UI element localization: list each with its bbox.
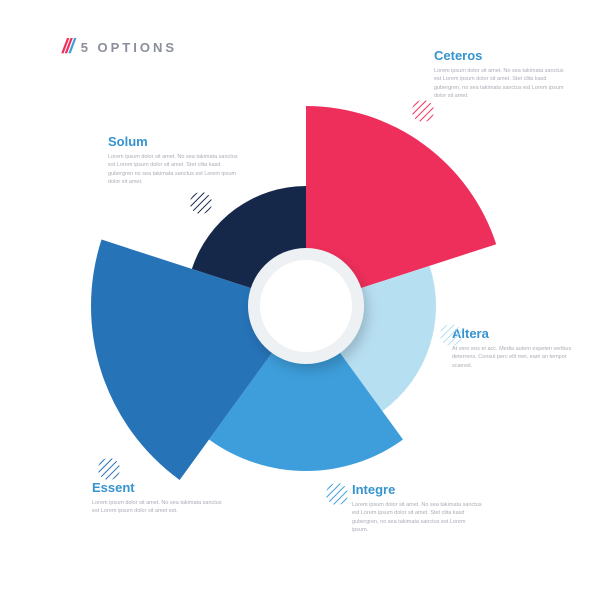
label-integre: Integre Lorem ipsum dolor sit amet. No se… [352, 482, 482, 534]
label-body-ceteros: Lorem ipsum dolor sit amet. No sea takim… [434, 67, 564, 100]
label-name-altera: Altera [452, 326, 582, 341]
dot-icon-integre [326, 483, 348, 505]
label-body-solum: Lorem ipsum dolor sit amet. No sea takim… [108, 153, 238, 186]
dot-icon-altera [440, 324, 462, 346]
page-title: 5 OPTIONS [81, 40, 177, 55]
dot-icon-ceteros [412, 100, 434, 122]
label-name-solum: Solum [108, 134, 238, 149]
label-solum: Solum Lorem ipsum dolor sit amet. No sea … [108, 134, 238, 186]
label-name-ceteros: Ceteros [434, 48, 564, 63]
dot-icon-essent [98, 458, 120, 480]
label-name-essent: Essent [92, 480, 222, 495]
label-body-essent: Lorem ipsum dolor sit amet. No sea takim… [92, 499, 222, 516]
infographic-canvas: /// 5 OPTIONS Ceteros Lorem ipsum dolor s… [0, 0, 612, 612]
chart-hub [260, 260, 352, 352]
label-essent: Essent Lorem ipsum dolor sit amet. No sea… [92, 480, 222, 516]
label-name-integre: Integre [352, 482, 482, 497]
label-body-integre: Lorem ipsum dolor sit amet. No sea takim… [352, 501, 482, 534]
label-ceteros: Ceteros Lorem ipsum dolor sit amet. No se… [434, 48, 564, 100]
header: /// 5 OPTIONS [62, 36, 177, 59]
dot-icon-solum [190, 192, 212, 214]
label-body-altera: At vero eos et acc. Media autem expeten … [452, 345, 582, 370]
label-altera: Altera At vero eos et acc. Media autem ex… [452, 326, 582, 370]
slash-icon: /// [62, 36, 73, 59]
